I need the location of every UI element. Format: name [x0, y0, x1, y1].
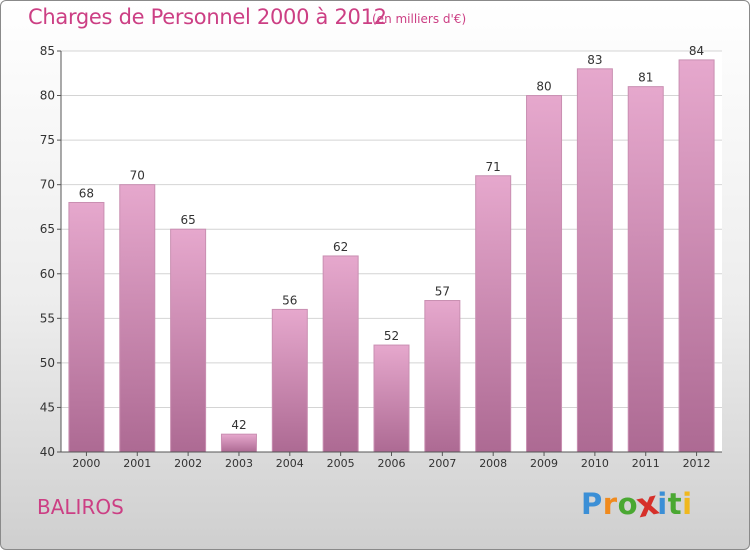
x-tick-label: 2005: [327, 457, 355, 470]
logo-letter: r: [602, 487, 618, 521]
data-label: 57: [435, 285, 450, 299]
bar-2001: [119, 184, 156, 453]
data-label: 56: [282, 293, 297, 307]
data-label: 83: [587, 53, 602, 67]
data-labels-group: 68 70 65 42 56 62 52 57 71 80 83 81 84: [79, 44, 704, 432]
y-tick-label: 50: [40, 356, 55, 370]
x-tick-label: 2004: [276, 457, 304, 470]
y-tick-label: 75: [40, 133, 55, 147]
bar-2000: [68, 201, 105, 453]
data-label: 52: [384, 329, 399, 343]
y-tick-label: 55: [40, 311, 55, 325]
x-axis: 2000 2001 2002 2003 2004 2005 2006 2007 2008 2009…: [61, 451, 722, 470]
commune-name: BALIROS: [37, 495, 124, 519]
bar-2002: [170, 228, 207, 453]
logo-letter: i: [657, 487, 668, 521]
data-label: 62: [333, 240, 348, 254]
data-label: 65: [180, 213, 195, 227]
x-tick-label: 2011: [632, 457, 660, 470]
y-tick-label: 80: [40, 89, 55, 103]
logo-letter: t: [667, 487, 683, 521]
data-label: 84: [689, 44, 704, 58]
bar-2003: [220, 433, 257, 453]
chart-title: Charges de Personnel 2000 à 2012: [28, 5, 387, 29]
x-tick-label: 2001: [123, 457, 151, 470]
bar-2007: [424, 300, 461, 453]
x-tick-label: 2002: [174, 457, 202, 470]
logo-letter: i: [682, 487, 693, 521]
bar-2011: [627, 86, 664, 453]
bars-group: [68, 59, 715, 453]
y-tick-label: 40: [40, 445, 55, 459]
x-tick-label: 2012: [683, 457, 711, 470]
bar-2006: [373, 344, 410, 453]
bar-2009: [526, 95, 563, 453]
x-tick-label: 2000: [72, 457, 100, 470]
y-tick-label: 85: [40, 44, 55, 58]
data-label: 68: [79, 186, 94, 200]
bar-2005: [322, 255, 359, 453]
data-label: 71: [486, 160, 501, 174]
data-label: 42: [231, 418, 246, 432]
x-tick-label: 2006: [378, 457, 406, 470]
y-tick-label: 45: [40, 400, 55, 414]
bar-2012: [678, 59, 715, 453]
y-tick-label: 65: [40, 222, 55, 236]
data-label: 80: [536, 80, 551, 94]
chart-subtitle: (en milliers d'€): [372, 12, 467, 26]
logo-letter: o: [617, 487, 639, 521]
y-tick-label: 70: [40, 178, 55, 192]
bar-2004: [271, 308, 308, 453]
bar-2010: [576, 68, 613, 453]
x-tick-label: 2003: [225, 457, 253, 470]
logo-letter: P: [581, 487, 603, 521]
x-tick-label: 2009: [530, 457, 558, 470]
data-label: 81: [638, 71, 653, 85]
y-axis: 40 45 50 55 60 65 70 75 80 85: [40, 44, 62, 459]
x-tick-label: 2010: [581, 457, 609, 470]
x-tick-label: 2007: [428, 457, 456, 470]
x-tick-label: 2008: [479, 457, 507, 470]
bar-2008: [475, 175, 512, 453]
proxiti-logo[interactable]: Proxiti: [581, 483, 693, 526]
data-label: 70: [130, 169, 145, 183]
y-tick-label: 60: [40, 267, 55, 281]
